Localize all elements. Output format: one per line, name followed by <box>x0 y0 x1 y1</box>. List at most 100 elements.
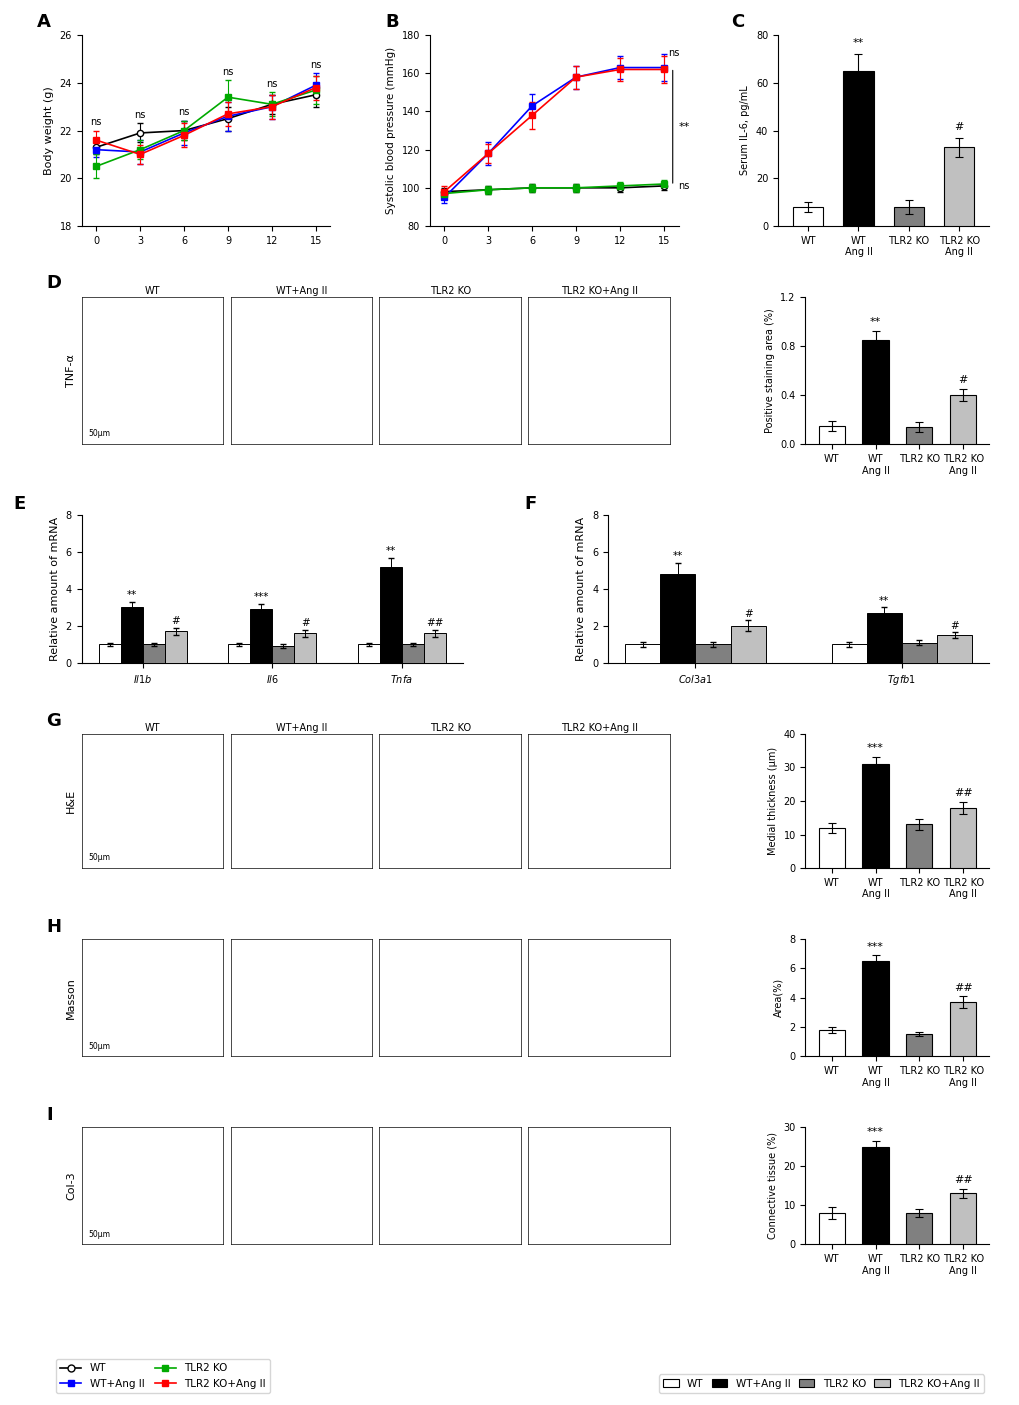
Y-axis label: Body weight (g): Body weight (g) <box>44 86 54 176</box>
Y-axis label: Systolic blood pressure (mmHg): Systolic blood pressure (mmHg) <box>385 46 395 214</box>
Text: 50μm: 50μm <box>89 1231 111 1239</box>
Bar <box>99 645 121 663</box>
Bar <box>949 1193 975 1245</box>
Y-axis label: Connective tissue (%): Connective tissue (%) <box>767 1132 777 1239</box>
Text: **: ** <box>869 318 880 327</box>
Bar <box>861 764 888 868</box>
Bar <box>905 427 931 444</box>
Legend: WT, WT+Ang II, TLR2 KO, TLR2 KO+Ang II: WT, WT+Ang II, TLR2 KO, TLR2 KO+Ang II <box>56 1359 269 1392</box>
Bar <box>818 828 844 868</box>
Bar <box>905 1034 931 1057</box>
Bar <box>901 642 936 663</box>
Text: **: ** <box>878 596 889 606</box>
Bar <box>949 395 975 444</box>
Legend: WT, WT+Ang II, TLR2 KO, TLR2 KO+Ang II: WT, WT+Ang II, TLR2 KO, TLR2 KO+Ang II <box>658 1374 983 1392</box>
Bar <box>121 607 143 663</box>
Text: #: # <box>950 621 958 631</box>
Bar <box>944 148 973 226</box>
Bar <box>423 634 445 663</box>
Text: #: # <box>958 375 967 385</box>
Bar <box>659 575 695 663</box>
Y-axis label: Col-3: Col-3 <box>66 1172 76 1200</box>
Bar <box>730 625 765 663</box>
Text: ***: *** <box>866 1127 883 1137</box>
Text: #: # <box>171 615 180 625</box>
Title: TLR2 KO+Ang II: TLR2 KO+Ang II <box>560 724 637 733</box>
Bar <box>228 645 250 663</box>
Bar <box>792 207 822 226</box>
Y-axis label: Area(%): Area(%) <box>773 978 784 1017</box>
Text: ns: ns <box>91 117 102 126</box>
Text: 50μm: 50μm <box>89 429 111 437</box>
Bar <box>818 426 844 444</box>
Text: **: ** <box>126 590 137 600</box>
Text: A: A <box>37 14 51 31</box>
Bar <box>949 1002 975 1057</box>
Y-axis label: Masson: Masson <box>66 976 76 1019</box>
Bar <box>830 645 866 663</box>
Bar <box>379 568 401 663</box>
Bar <box>861 961 888 1057</box>
Text: #: # <box>301 618 310 628</box>
Title: TLR2 KO: TLR2 KO <box>429 287 471 296</box>
Text: ***: *** <box>866 941 883 951</box>
Title: TLR2 KO+Ang II: TLR2 KO+Ang II <box>560 287 637 296</box>
Bar <box>843 70 872 226</box>
Bar <box>272 646 294 663</box>
Text: **: ** <box>678 122 689 132</box>
Text: E: E <box>13 496 25 513</box>
Text: B: B <box>384 14 398 31</box>
Text: #: # <box>743 608 752 618</box>
Text: **: ** <box>673 551 683 562</box>
Y-axis label: Relative amount of mRNA: Relative amount of mRNA <box>576 517 586 662</box>
Text: ##: ## <box>953 1175 971 1186</box>
Text: ***: *** <box>866 743 883 753</box>
Bar <box>866 613 901 663</box>
Bar <box>401 645 423 663</box>
Bar <box>861 340 888 444</box>
Bar <box>143 645 165 663</box>
Text: ##: ## <box>953 982 971 993</box>
Y-axis label: H&E: H&E <box>66 788 76 813</box>
Bar <box>905 1213 931 1245</box>
Text: ns: ns <box>178 107 190 118</box>
Text: #: # <box>954 122 963 132</box>
Y-axis label: Positive staining area (%): Positive staining area (%) <box>764 308 774 433</box>
Text: 50μm: 50μm <box>89 1043 111 1051</box>
Y-axis label: Serum IL-6, pg/mL: Serum IL-6, pg/mL <box>740 86 750 176</box>
Bar <box>695 645 730 663</box>
Text: ns: ns <box>678 181 689 191</box>
Text: ns: ns <box>135 110 146 119</box>
Bar <box>905 825 931 868</box>
Text: ns: ns <box>667 48 680 58</box>
Text: H: H <box>46 917 61 936</box>
Text: ns: ns <box>222 67 233 77</box>
Bar <box>250 610 272 663</box>
Text: G: G <box>46 711 61 729</box>
Bar <box>861 1146 888 1245</box>
Text: F: F <box>524 496 536 513</box>
Bar <box>818 1213 844 1245</box>
Text: ns: ns <box>266 79 277 89</box>
Text: **: ** <box>385 547 395 556</box>
Text: ##: ## <box>953 788 971 798</box>
Title: WT+Ang II: WT+Ang II <box>275 724 327 733</box>
Text: I: I <box>46 1106 53 1124</box>
Title: WT+Ang II: WT+Ang II <box>275 287 327 296</box>
Text: ***: *** <box>254 592 269 601</box>
Text: D: D <box>46 274 61 292</box>
Y-axis label: Relative amount of mRNA: Relative amount of mRNA <box>50 517 60 662</box>
Bar <box>625 645 659 663</box>
Text: C: C <box>731 14 744 31</box>
Bar <box>949 808 975 868</box>
Y-axis label: Medial thickness (μm): Medial thickness (μm) <box>767 747 777 856</box>
Bar <box>358 645 379 663</box>
Title: WT: WT <box>145 724 160 733</box>
Title: TLR2 KO: TLR2 KO <box>429 724 471 733</box>
Y-axis label: TNF-α: TNF-α <box>66 354 76 388</box>
Bar <box>165 631 186 663</box>
Bar <box>936 635 971 663</box>
Title: WT: WT <box>145 287 160 296</box>
Bar <box>893 207 923 226</box>
Text: **: ** <box>852 38 863 49</box>
